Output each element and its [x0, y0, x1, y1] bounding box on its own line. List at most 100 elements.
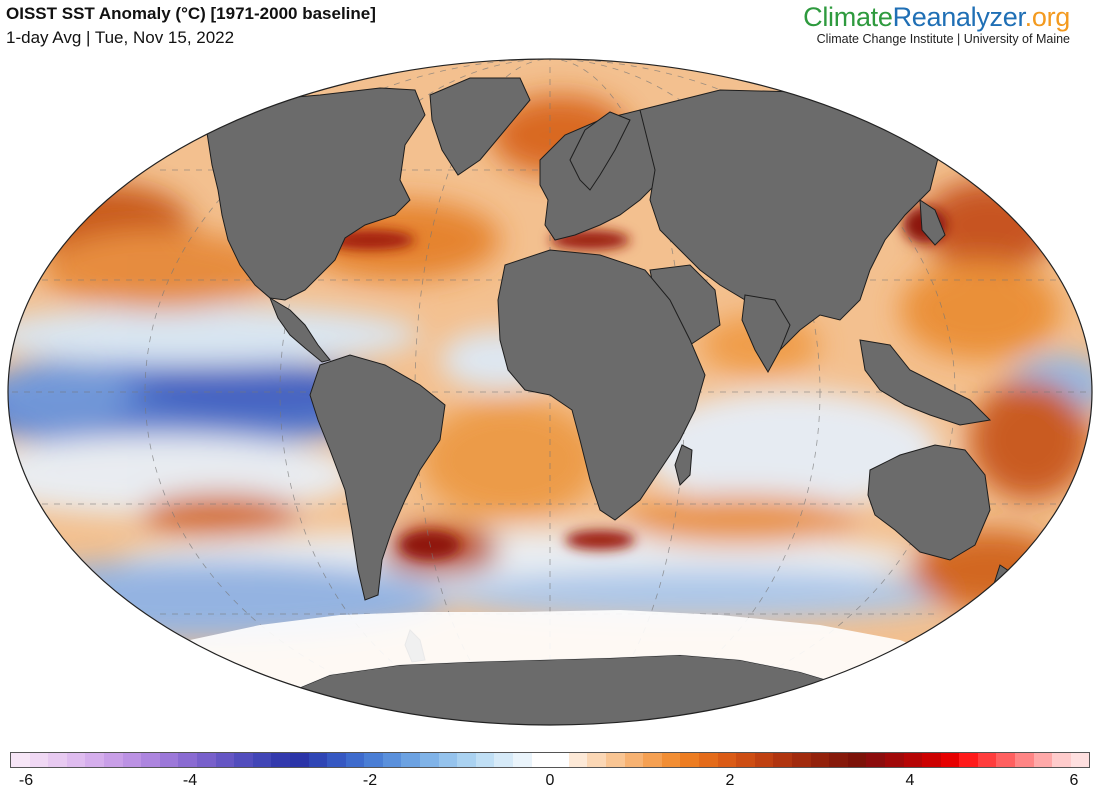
- africa: [497, 249, 706, 521]
- color-swatch: [401, 753, 421, 767]
- india: [741, 294, 791, 374]
- color-swatch: [773, 753, 792, 767]
- tick-label: 0: [545, 772, 555, 789]
- greenland: [429, 77, 531, 176]
- color-swatch: [178, 753, 197, 767]
- warm-anomaly: [900, 260, 1060, 360]
- page-subtitle: 1-day Avg | Tue, Nov 15, 2022: [6, 28, 235, 47]
- japan: [919, 199, 946, 246]
- color-swatch: [271, 753, 290, 767]
- warm-anomaly: [620, 495, 860, 545]
- color-swatch: [513, 753, 532, 767]
- color-swatch: [736, 753, 755, 767]
- color-swatch: [1033, 753, 1053, 767]
- color-swatch: [141, 753, 160, 767]
- world-map: [7, 58, 1093, 726]
- page-title: OISST SST Anomaly (°C) [1971-2000 baseli…: [6, 4, 376, 23]
- color-swatch: [791, 753, 811, 767]
- tick-label: -4: [182, 772, 198, 789]
- color-scale-legend: [10, 752, 1090, 768]
- color-swatch: [420, 753, 439, 767]
- sea-ice: [190, 610, 950, 700]
- color-swatch: [550, 753, 569, 767]
- neutral-anomaly: [8, 305, 420, 365]
- tick-label: -6: [18, 772, 34, 789]
- color-swatch: [48, 753, 67, 767]
- tick-label: 2: [725, 772, 735, 789]
- map-outline: [7, 58, 1093, 726]
- color-swatch: [215, 753, 235, 767]
- color-swatch: [382, 753, 402, 767]
- color-swatch: [103, 753, 123, 767]
- warm-anomaly: [140, 493, 300, 537]
- australia: [867, 444, 991, 561]
- madagascar: [674, 444, 693, 486]
- color-swatch: [252, 753, 272, 767]
- color-swatch: [196, 753, 216, 767]
- color-swatch: [308, 753, 328, 767]
- color-swatch: [29, 753, 49, 767]
- color-swatch: [624, 753, 644, 767]
- color-swatch: [85, 753, 104, 767]
- warm-anomaly: [40, 230, 280, 310]
- tick-label: 6: [1069, 772, 1079, 789]
- color-swatch: [438, 753, 458, 767]
- north-america: [204, 87, 426, 301]
- color-swatch: [494, 753, 514, 767]
- logo-part-org: .org: [1024, 2, 1071, 32]
- tick-label: -2: [362, 772, 378, 789]
- neutral-anomaly: [8, 435, 360, 515]
- warm-anomaly: [970, 380, 1090, 500]
- color-swatch: [754, 753, 774, 767]
- color-swatch: [866, 753, 885, 767]
- southeast-asia-islands: [859, 339, 992, 426]
- color-swatch: [159, 753, 179, 767]
- south-america: [309, 354, 446, 601]
- color-swatch: [1052, 753, 1071, 767]
- color-swatch: [289, 753, 309, 767]
- color-swatch: [11, 753, 30, 767]
- scandinavia: [569, 111, 631, 191]
- color-swatch: [327, 753, 346, 767]
- color-swatch: [122, 753, 142, 767]
- color-swatch: [698, 753, 718, 767]
- color-swatch: [903, 753, 923, 767]
- color-swatch: [996, 753, 1016, 767]
- color-swatch: [587, 753, 606, 767]
- tick-label: 4: [905, 772, 915, 789]
- color-swatch: [345, 753, 365, 767]
- color-swatch: [475, 753, 495, 767]
- brand-logo[interactable]: ClimateReanalyzer.org: [803, 2, 1070, 33]
- color-scale-ticks: -6 -4 -2 0 2 4 6: [10, 772, 1090, 792]
- cold-anomaly: [440, 570, 960, 620]
- color-swatch: [959, 753, 978, 767]
- logo-part-climate: Climate: [803, 2, 893, 32]
- warm-anomaly: [420, 400, 600, 520]
- brand-affiliation: Climate Change Institute | University of…: [816, 32, 1070, 46]
- color-swatch: [1070, 753, 1090, 767]
- color-swatch: [457, 753, 476, 767]
- south-atlantic-hot-spot: [565, 530, 635, 550]
- color-swatch: [531, 753, 551, 767]
- color-swatch: [829, 753, 848, 767]
- neutral-anomaly: [640, 390, 940, 510]
- color-swatch: [717, 753, 737, 767]
- color-swatch: [234, 753, 253, 767]
- color-swatch: [810, 753, 830, 767]
- color-swatch: [940, 753, 960, 767]
- color-swatch: [643, 753, 662, 767]
- color-swatch: [568, 753, 588, 767]
- color-swatch: [661, 753, 681, 767]
- color-swatch: [977, 753, 997, 767]
- cold-anomaly: [8, 360, 130, 430]
- color-swatch: [680, 753, 699, 767]
- color-swatch: [884, 753, 904, 767]
- color-swatch: [922, 753, 941, 767]
- central-america: [268, 296, 331, 363]
- logo-part-reanalyzer: Reanalyzer: [892, 2, 1025, 32]
- color-swatch: [1015, 753, 1034, 767]
- color-swatch: [66, 753, 86, 767]
- color-swatch: [606, 753, 625, 767]
- color-swatch: [847, 753, 867, 767]
- color-swatch: [364, 753, 383, 767]
